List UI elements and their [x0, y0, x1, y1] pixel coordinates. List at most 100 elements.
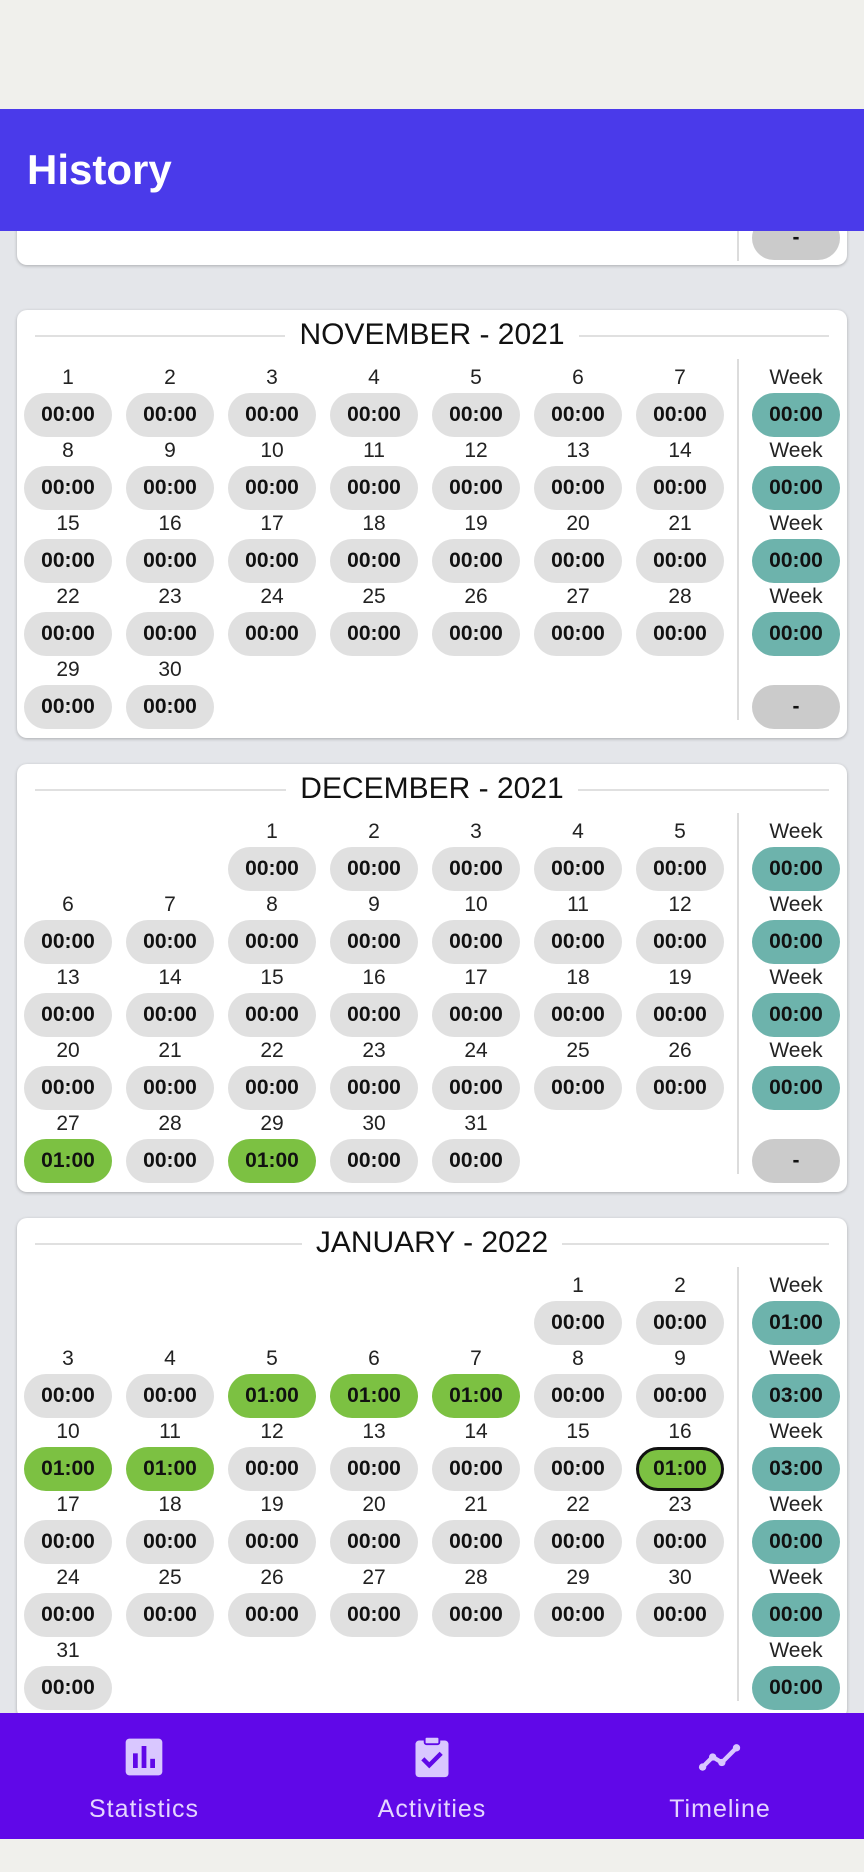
day-cell[interactable]: 24 00:00: [24, 1565, 112, 1637]
day-time-pill[interactable]: 00:00: [330, 993, 418, 1037]
day-time-pill[interactable]: 00:00: [534, 1066, 622, 1110]
day-cell[interactable]: 7 00:00: [126, 892, 214, 964]
day-time-pill[interactable]: 00:00: [330, 1447, 418, 1491]
day-cell[interactable]: 26 00:00: [228, 1565, 316, 1637]
day-time-pill[interactable]: 00:00: [126, 685, 214, 729]
day-cell[interactable]: 8 00:00: [534, 1346, 622, 1418]
day-time-pill[interactable]: 00:00: [636, 1593, 724, 1637]
day-time-pill[interactable]: 00:00: [636, 466, 724, 510]
day-time-pill[interactable]: 00:00: [330, 920, 418, 964]
day-cell[interactable]: 25 00:00: [126, 1565, 214, 1637]
day-time-pill[interactable]: 00:00: [534, 920, 622, 964]
day-cell[interactable]: 11 00:00: [534, 892, 622, 964]
day-cell[interactable]: 1 00:00: [228, 819, 316, 891]
day-time-pill[interactable]: 00:00: [126, 993, 214, 1037]
day-time-pill[interactable]: 00:00: [534, 847, 622, 891]
day-cell[interactable]: 12 00:00: [636, 892, 724, 964]
day-time-pill[interactable]: 00:00: [228, 1066, 316, 1110]
day-time-pill[interactable]: 00:00: [126, 1139, 214, 1183]
day-time-pill[interactable]: 01:00: [126, 1447, 214, 1491]
day-cell[interactable]: 18 00:00: [330, 511, 418, 583]
day-cell[interactable]: 30 00:00: [636, 1565, 724, 1637]
day-cell[interactable]: 1 00:00: [24, 365, 112, 437]
day-cell[interactable]: 29 01:00: [228, 1111, 316, 1183]
day-cell[interactable]: 20 00:00: [24, 1038, 112, 1110]
day-time-pill[interactable]: 00:00: [534, 1447, 622, 1491]
day-cell[interactable]: 5 00:00: [432, 365, 520, 437]
day-time-pill[interactable]: 00:00: [24, 393, 112, 437]
day-time-pill[interactable]: 01:00: [24, 1139, 112, 1183]
day-time-pill[interactable]: 00:00: [24, 466, 112, 510]
day-time-pill[interactable]: 00:00: [534, 993, 622, 1037]
day-time-pill[interactable]: 00:00: [126, 920, 214, 964]
day-time-pill[interactable]: 00:00: [126, 466, 214, 510]
day-cell[interactable]: 15 00:00: [24, 511, 112, 583]
day-time-pill[interactable]: 00:00: [330, 1066, 418, 1110]
day-cell[interactable]: 21 00:00: [126, 1038, 214, 1110]
day-cell[interactable]: 25 00:00: [534, 1038, 622, 1110]
day-time-pill[interactable]: 01:00: [228, 1139, 316, 1183]
day-time-pill[interactable]: 00:00: [636, 612, 724, 656]
day-time-pill[interactable]: 00:00: [432, 466, 520, 510]
day-time-pill[interactable]: 00:00: [330, 393, 418, 437]
nav-activities[interactable]: Activities: [288, 1713, 576, 1839]
day-cell[interactable]: 28 00:00: [636, 584, 724, 656]
day-time-pill[interactable]: 00:00: [330, 466, 418, 510]
day-cell[interactable]: 2 00:00: [636, 1273, 724, 1345]
day-cell[interactable]: 3 00:00: [432, 819, 520, 891]
day-cell[interactable]: 9 00:00: [636, 1346, 724, 1418]
day-time-pill[interactable]: 00:00: [228, 466, 316, 510]
day-cell[interactable]: 14 00:00: [432, 1419, 520, 1491]
day-cell[interactable]: 29 00:00: [534, 1565, 622, 1637]
history-list[interactable]: - NOVEMBER - 2021 1 00:00 2 00:00 3 00:00 4 00:0…: [0, 231, 864, 1713]
day-time-pill[interactable]: 00:00: [24, 1066, 112, 1110]
day-cell[interactable]: 27 00:00: [534, 584, 622, 656]
day-cell[interactable]: 9 00:00: [330, 892, 418, 964]
day-cell[interactable]: 4 00:00: [534, 819, 622, 891]
day-time-pill[interactable]: 00:00: [432, 1066, 520, 1110]
day-cell[interactable]: 19 00:00: [228, 1492, 316, 1564]
day-cell[interactable]: 10 00:00: [228, 438, 316, 510]
day-time-pill[interactable]: 01:00: [432, 1374, 520, 1418]
day-cell[interactable]: 6 01:00: [330, 1346, 418, 1418]
day-cell[interactable]: 23 00:00: [636, 1492, 724, 1564]
day-time-pill[interactable]: 00:00: [24, 993, 112, 1037]
day-time-pill[interactable]: 00:00: [24, 1374, 112, 1418]
day-cell[interactable]: 23 00:00: [126, 584, 214, 656]
day-cell[interactable]: 5 00:00: [636, 819, 724, 891]
day-time-pill[interactable]: 00:00: [228, 612, 316, 656]
day-cell[interactable]: 18 00:00: [534, 965, 622, 1037]
day-cell[interactable]: 2 00:00: [126, 365, 214, 437]
day-time-pill[interactable]: 00:00: [534, 466, 622, 510]
day-time-pill[interactable]: 00:00: [228, 1520, 316, 1564]
day-cell[interactable]: 7 01:00: [432, 1346, 520, 1418]
day-time-pill[interactable]: 00:00: [432, 393, 520, 437]
day-cell[interactable]: 31 00:00: [432, 1111, 520, 1183]
day-time-pill[interactable]: 00:00: [636, 393, 724, 437]
day-time-pill[interactable]: 00:00: [228, 393, 316, 437]
day-time-pill[interactable]: 00:00: [330, 847, 418, 891]
day-cell[interactable]: 27 01:00: [24, 1111, 112, 1183]
day-time-pill[interactable]: 00:00: [126, 612, 214, 656]
day-cell[interactable]: 16 00:00: [126, 511, 214, 583]
day-time-pill[interactable]: 00:00: [534, 393, 622, 437]
day-cell[interactable]: 19 00:00: [432, 511, 520, 583]
day-cell[interactable]: 4 00:00: [126, 1346, 214, 1418]
day-time-pill[interactable]: 00:00: [24, 1593, 112, 1637]
day-cell[interactable]: 30 00:00: [330, 1111, 418, 1183]
day-cell[interactable]: 22 00:00: [228, 1038, 316, 1110]
day-time-pill[interactable]: 01:00: [228, 1374, 316, 1418]
day-time-pill[interactable]: 00:00: [534, 1374, 622, 1418]
day-time-pill[interactable]: 00:00: [126, 1593, 214, 1637]
day-time-pill[interactable]: 00:00: [24, 685, 112, 729]
day-cell[interactable]: 14 00:00: [636, 438, 724, 510]
day-cell[interactable]: 12 00:00: [432, 438, 520, 510]
day-time-pill[interactable]: 00:00: [24, 539, 112, 583]
day-time-pill[interactable]: 00:00: [534, 1520, 622, 1564]
day-cell[interactable]: 15 00:00: [534, 1419, 622, 1491]
day-cell[interactable]: 28 00:00: [432, 1565, 520, 1637]
day-cell[interactable]: 3 00:00: [24, 1346, 112, 1418]
day-time-pill[interactable]: 00:00: [330, 1520, 418, 1564]
day-cell[interactable]: 2 00:00: [330, 819, 418, 891]
day-time-pill[interactable]: 00:00: [228, 539, 316, 583]
